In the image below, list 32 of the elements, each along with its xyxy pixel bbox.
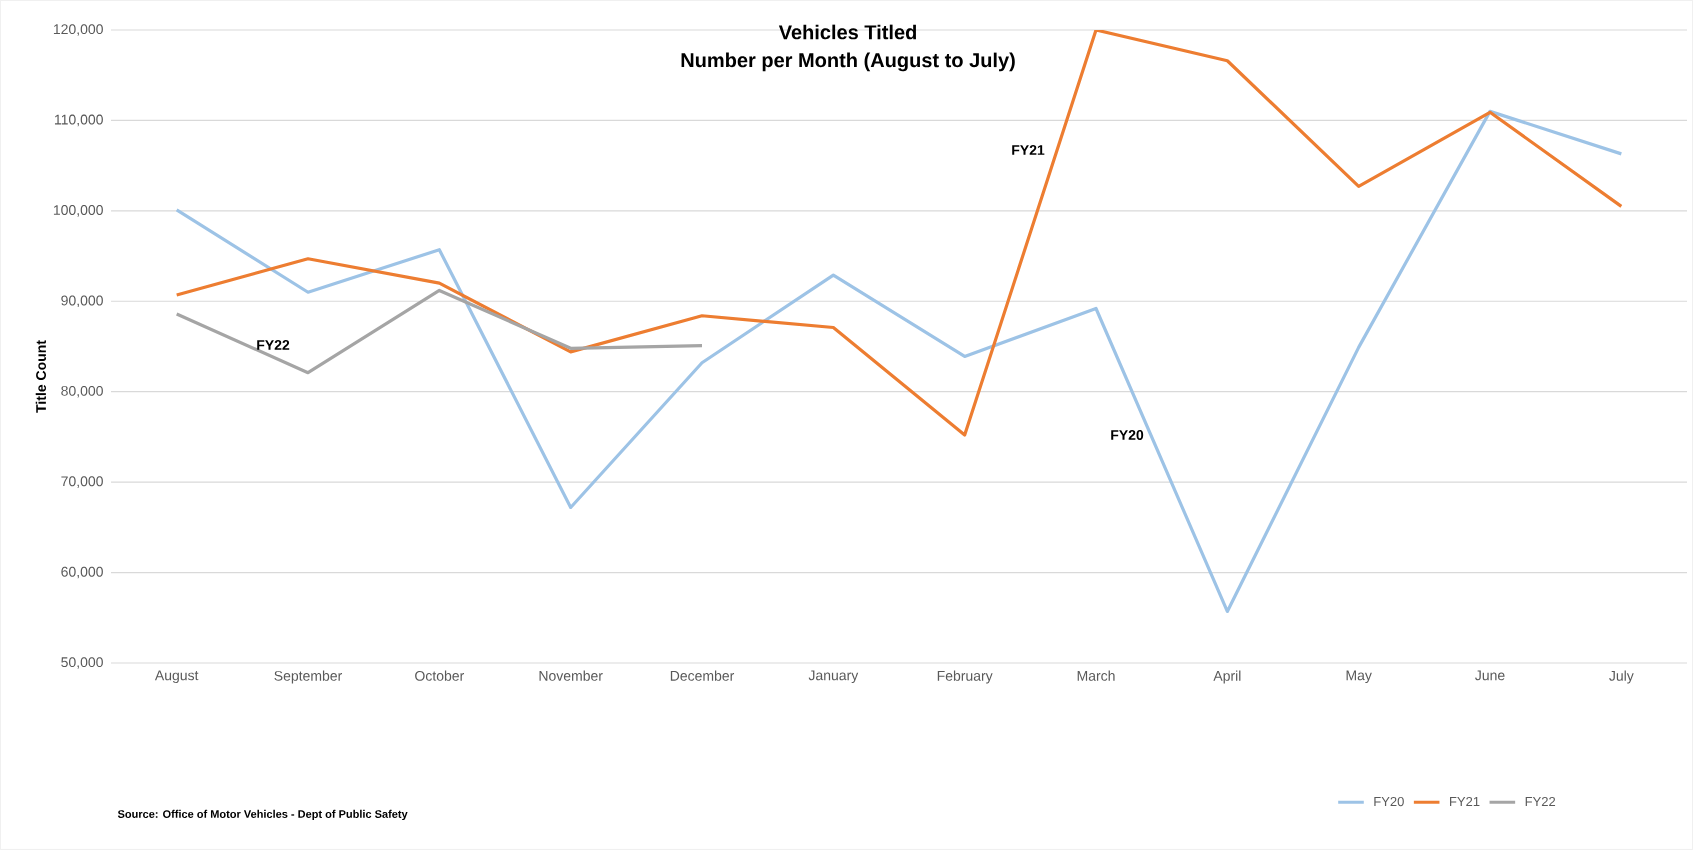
text: Number per Month (August to July) bbox=[681, 52, 1015, 72]
annotation: FY20 bbox=[1111, 430, 1144, 440]
y-tick-label: 110,000 bbox=[54, 114, 103, 127]
x-tick-label: November bbox=[539, 670, 603, 681]
x-tick-label: February bbox=[937, 670, 993, 684]
y-tick-label: 70,000 bbox=[61, 476, 103, 488]
annotation: FY22 bbox=[257, 340, 290, 350]
x-tick-label: March bbox=[1077, 670, 1115, 681]
y-tick-label: 60,000 bbox=[61, 566, 103, 579]
x-tick-label: July bbox=[1609, 670, 1634, 684]
x-tick-label: April bbox=[1213, 670, 1241, 684]
annotation: FY21 bbox=[1012, 145, 1045, 155]
x-tick-label: October bbox=[415, 670, 465, 681]
y-tick-label: 80,000 bbox=[61, 385, 103, 398]
chart-title: Vehicles Titled bbox=[778, 24, 916, 40]
x-tick-label: September bbox=[274, 670, 343, 684]
x-tick-label: June bbox=[1475, 670, 1505, 681]
x-tick-label: January bbox=[808, 670, 859, 684]
y-axis-title: Title Count bbox=[35, 340, 47, 413]
legend-label: FY20 bbox=[1374, 796, 1404, 807]
x-tick-label: May bbox=[1346, 670, 1372, 684]
x-tick-label: December bbox=[670, 670, 735, 681]
source-note: Source: Office of Motor Vehicles - Dept of Public Safety bbox=[117, 809, 408, 821]
y-tick-label: 50,000 bbox=[61, 657, 103, 669]
y-tick-label: 100,000 bbox=[53, 205, 103, 217]
x-tick-label: August bbox=[154, 670, 199, 684]
line-series bbox=[175, 288, 704, 375]
legend-label: FY21 bbox=[1450, 796, 1480, 807]
y-tick-label: 120,000 bbox=[53, 24, 103, 36]
y-tick-label: 90,000 bbox=[61, 295, 103, 308]
legend-label: FY22 bbox=[1525, 796, 1556, 807]
line-series bbox=[175, 109, 1623, 614]
